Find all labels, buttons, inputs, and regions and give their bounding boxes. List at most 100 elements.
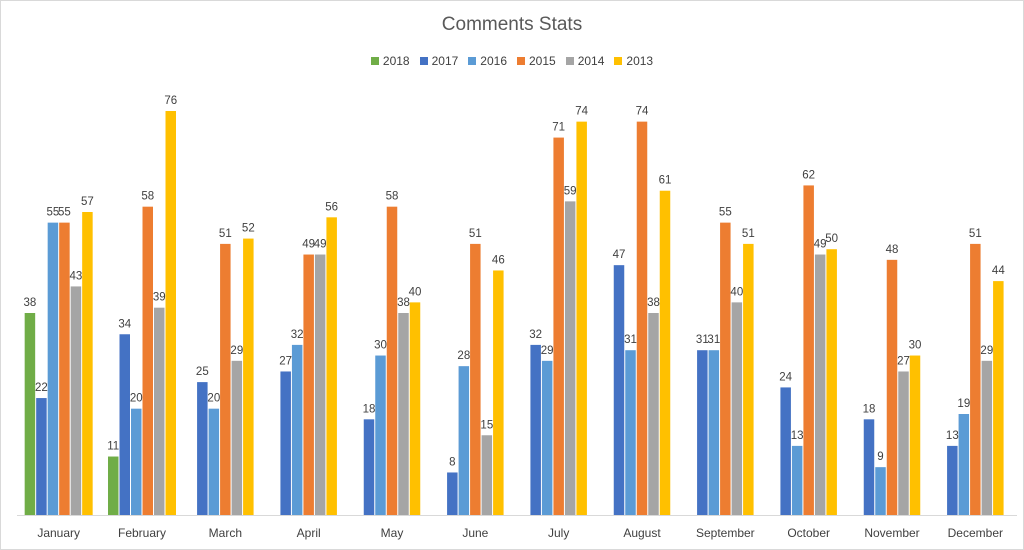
legend-item-2018: 2018 (370, 52, 410, 70)
bar-january-2018 (24, 313, 36, 515)
bar-december-2015 (970, 243, 981, 515)
data-label: 29 (980, 345, 993, 357)
data-label: 47 (613, 249, 626, 261)
data-label: 57 (81, 196, 94, 208)
bar-march-2013 (243, 238, 254, 515)
legend-swatch (517, 57, 525, 65)
data-label: 59 (564, 185, 577, 197)
bar-february-2017 (119, 334, 130, 515)
legend-label: 2015 (529, 54, 556, 68)
bar-march-2016 (208, 408, 220, 515)
bar-august-2016 (625, 350, 636, 515)
bar-february-2016 (131, 408, 142, 515)
data-label: 62 (802, 169, 815, 181)
data-label: 55 (719, 207, 732, 219)
data-label: 20 (207, 393, 220, 405)
bar-august-2017 (613, 265, 625, 515)
data-label: 34 (118, 318, 131, 330)
x-tick-label: October (787, 526, 830, 540)
bar-june-2016 (458, 366, 470, 515)
legend-swatch (419, 57, 428, 65)
data-label: 49 (302, 239, 315, 251)
data-label: 25 (196, 366, 209, 378)
data-label: 15 (480, 419, 493, 431)
bar-october-2015 (803, 185, 814, 516)
bar-november-2017 (863, 419, 875, 515)
bar-january-2017 (36, 398, 47, 515)
data-label: 32 (291, 329, 304, 341)
bar-december-2016 (958, 414, 970, 515)
bar-may-2013 (409, 302, 421, 515)
x-tick-label: February (118, 526, 166, 540)
bar-january-2016 (47, 222, 59, 515)
data-label: 48 (886, 244, 899, 256)
data-label: 13 (946, 430, 959, 442)
bar-july-2015 (553, 137, 564, 515)
bar-may-2017 (363, 419, 375, 515)
data-label: 29 (541, 345, 554, 357)
bar-march-2017 (197, 382, 208, 515)
bar-august-2014 (648, 313, 659, 515)
legend-label: 2013 (626, 54, 654, 68)
bar-july-2013 (576, 121, 587, 515)
bar-june-2015 (470, 243, 481, 515)
data-label: 18 (863, 403, 876, 415)
bar-april-2017 (280, 371, 291, 515)
bar-november-2015 (886, 259, 898, 515)
bar-september-2013 (743, 243, 754, 515)
bar-september-2017 (697, 350, 708, 515)
data-label: 74 (636, 106, 649, 118)
data-label: 76 (164, 95, 177, 107)
legend-label: 2014 (577, 54, 605, 68)
chart-title: Comments Stats (441, 14, 583, 35)
bar-march-2015 (220, 243, 231, 515)
bar-april-2016 (291, 344, 303, 515)
data-label: 49 (814, 239, 827, 251)
data-label: 58 (141, 191, 154, 203)
bar-february-2015 (142, 206, 153, 515)
x-tick-label: June (462, 526, 488, 540)
bar-february-2018 (108, 456, 119, 515)
x-tick-label: September (696, 526, 755, 540)
bar-august-2013 (659, 190, 671, 516)
data-label: 8 (449, 456, 455, 468)
bar-april-2013 (326, 217, 337, 515)
data-label: 31 (707, 334, 720, 346)
data-label: 51 (219, 228, 232, 240)
data-label: 52 (242, 223, 255, 235)
data-label: 38 (397, 297, 410, 309)
bar-july-2017 (530, 344, 541, 515)
data-label: 30 (374, 340, 387, 352)
data-label: 51 (742, 228, 755, 240)
bar-june-2017 (447, 472, 458, 515)
data-label: 20 (130, 393, 143, 405)
x-tick-label: August (623, 526, 661, 540)
data-label: 40 (730, 286, 743, 298)
data-label: 71 (552, 122, 565, 134)
bar-july-2014 (564, 201, 576, 515)
bar-february-2014 (154, 307, 165, 515)
legend-item-2017: 2017 (419, 52, 459, 70)
bar-january-2013 (82, 212, 93, 515)
data-label: 58 (386, 191, 399, 203)
data-label: 50 (825, 233, 838, 245)
data-label: 43 (70, 270, 83, 282)
legend-swatch (565, 57, 574, 65)
legend-item-2013: 2013 (614, 52, 653, 70)
data-label: 31 (696, 334, 709, 346)
bar-september-2015 (720, 222, 731, 515)
data-label: 28 (457, 350, 470, 362)
legend-label: 2017 (431, 54, 459, 68)
data-label: 49 (314, 239, 327, 251)
x-tick-label: March (209, 526, 242, 540)
data-label: 39 (153, 292, 166, 304)
bar-june-2014 (481, 435, 493, 515)
x-tick-label: December (948, 526, 1003, 540)
bar-october-2016 (791, 445, 803, 515)
bar-november-2014 (898, 371, 909, 515)
data-label: 27 (279, 355, 292, 367)
legend-swatch (468, 57, 477, 65)
bar-september-2016 (708, 350, 720, 515)
bar-november-2013 (909, 355, 921, 515)
